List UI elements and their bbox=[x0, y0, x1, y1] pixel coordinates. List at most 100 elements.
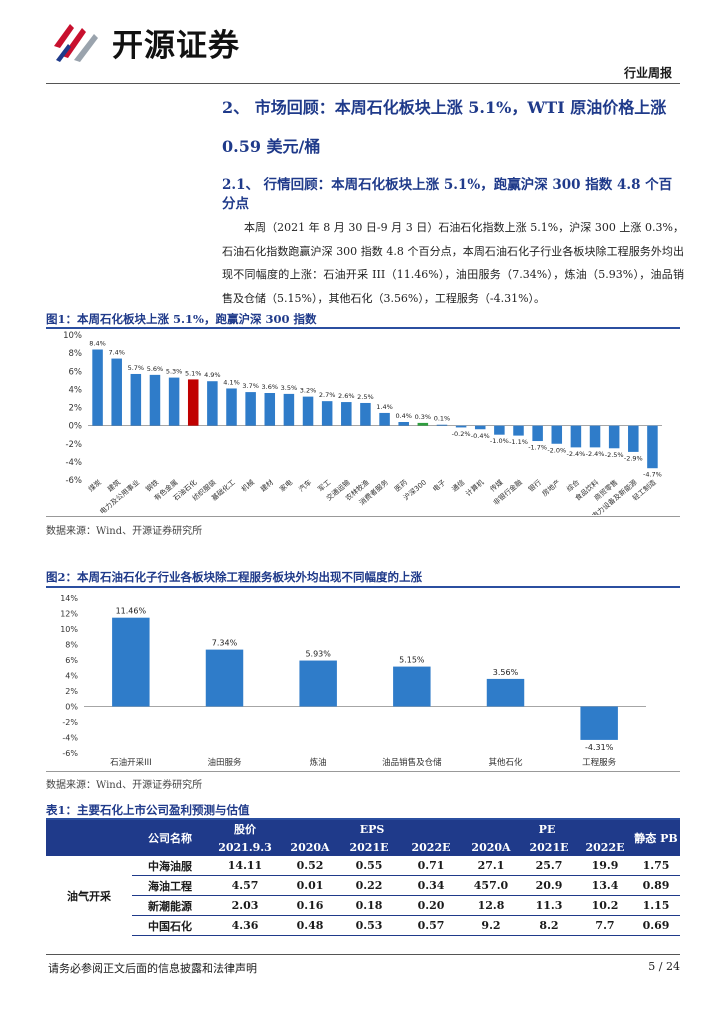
header-divider bbox=[46, 83, 680, 84]
bar bbox=[245, 392, 256, 426]
bar bbox=[393, 666, 431, 707]
y-tick-label: -4% bbox=[62, 734, 78, 743]
bar bbox=[149, 374, 161, 426]
data-label: 0.1% bbox=[434, 415, 451, 423]
bar bbox=[398, 422, 409, 426]
bar bbox=[486, 678, 525, 707]
data-label: 5.6% bbox=[147, 365, 164, 373]
bar bbox=[551, 425, 563, 444]
table-cell: 19.9 bbox=[578, 856, 632, 876]
bar bbox=[628, 425, 639, 452]
bar bbox=[474, 425, 486, 430]
bar bbox=[264, 393, 276, 426]
table-header-blank bbox=[46, 820, 132, 856]
data-label: 5.3% bbox=[166, 368, 183, 376]
table-cell: 0.34 bbox=[400, 875, 462, 896]
table-subheader: 2022E bbox=[400, 838, 462, 856]
table-header-company: 公司名称 bbox=[132, 820, 208, 856]
table-subheader: 2021E bbox=[520, 838, 578, 856]
bar bbox=[205, 649, 244, 707]
data-label: 3.5% bbox=[281, 384, 298, 392]
bar bbox=[130, 373, 142, 426]
category-label: 油品销售及仓储 bbox=[382, 757, 442, 768]
data-label: 4.9% bbox=[204, 371, 221, 379]
data-label: 5.93% bbox=[305, 650, 331, 659]
bar bbox=[187, 379, 199, 426]
table-cell: 0.16 bbox=[282, 895, 338, 916]
bar bbox=[570, 425, 582, 448]
data-label: 7.34% bbox=[212, 639, 238, 648]
data-label: 7.4% bbox=[108, 349, 125, 357]
category-label: 石油开采III bbox=[110, 757, 152, 768]
table-cell: 20.9 bbox=[520, 875, 578, 896]
page-number: 5 / 24 bbox=[648, 960, 680, 973]
table-cell: 4.36 bbox=[208, 915, 282, 936]
bar bbox=[455, 425, 467, 428]
table-cell: 9.2 bbox=[462, 915, 520, 936]
company-logo: 开源证券 bbox=[48, 16, 278, 68]
table-cell: 1.75 bbox=[632, 856, 680, 876]
table-cell: 0.53 bbox=[338, 915, 400, 936]
y-tick-label: 4% bbox=[69, 385, 83, 395]
data-label: -1.0% bbox=[490, 437, 509, 445]
bar bbox=[647, 425, 658, 469]
section-title-line2: 0.59 美元/桶 bbox=[222, 137, 321, 156]
table-cell: 0.52 bbox=[282, 856, 338, 876]
bar bbox=[168, 377, 180, 426]
y-tick-label: 10% bbox=[63, 331, 82, 341]
bar bbox=[92, 349, 103, 426]
table-cell: 14.11 bbox=[208, 856, 282, 876]
category-label: 煤炭 bbox=[86, 478, 103, 494]
data-label: 0.3% bbox=[415, 413, 432, 421]
table-subheader: 2022E bbox=[578, 838, 632, 856]
table-header-pe: PE bbox=[462, 820, 632, 838]
table-cell: 4.57 bbox=[208, 875, 282, 896]
table-subheader: 2020A bbox=[282, 838, 338, 856]
bar bbox=[513, 425, 524, 436]
y-tick-label: -2% bbox=[62, 718, 78, 727]
data-label: 1.4% bbox=[376, 403, 393, 411]
data-label: 2.5% bbox=[357, 393, 374, 401]
data-label: 3.6% bbox=[262, 383, 279, 391]
table-cell: 0.57 bbox=[400, 915, 462, 936]
table-subheader: 2021.9.3 bbox=[208, 838, 282, 856]
data-label: -2.9% bbox=[624, 454, 643, 462]
bar bbox=[299, 660, 337, 707]
data-label: -0.4% bbox=[471, 432, 490, 440]
data-label: 3.56% bbox=[493, 668, 519, 677]
category-label: 油田服务 bbox=[207, 757, 242, 768]
y-tick-label: 0% bbox=[69, 422, 83, 432]
table-cell: 457.0 bbox=[462, 875, 520, 896]
bar bbox=[436, 424, 448, 426]
category-label: 其他石化 bbox=[488, 757, 523, 768]
category-label: 建材 bbox=[259, 478, 276, 494]
data-label: -0.2% bbox=[452, 430, 471, 438]
table-cell: 8.2 bbox=[520, 915, 578, 936]
section-title-line1: 2、 市场回顾：本周石化板块上涨 5.1%，WTI 原油价格上涨 bbox=[222, 98, 667, 117]
table-cell: 0.20 bbox=[400, 895, 462, 916]
table-row: 新潮能源 2.03 0.16 0.18 0.20 12.8 11.3 10.2 … bbox=[46, 895, 680, 916]
logo-text: 开源证券 bbox=[112, 28, 240, 64]
y-tick-label: -6% bbox=[65, 476, 82, 486]
data-label: -2.4% bbox=[586, 450, 605, 458]
bar bbox=[608, 425, 620, 449]
table-cell: 2.03 bbox=[208, 895, 282, 916]
table-header-pb: 静态 PB bbox=[632, 820, 680, 856]
y-tick-label: 6% bbox=[65, 656, 78, 665]
table-row: 中国石化 4.36 0.48 0.53 0.57 9.2 8.2 7.7 0.6… bbox=[46, 915, 680, 936]
bar bbox=[321, 401, 333, 426]
figure1-chart: 10%8%6%4%2%0%-2%-4%-6%8.4%煤炭7.4%建筑5.7%电力… bbox=[63, 331, 662, 515]
data-label: 8.4% bbox=[89, 340, 106, 348]
table-row: 油气开采 中海油服 14.11 0.52 0.55 0.71 27.1 25.7… bbox=[46, 856, 680, 903]
bar bbox=[589, 425, 601, 448]
bar bbox=[532, 425, 543, 442]
y-tick-label: 14% bbox=[60, 594, 78, 603]
table-cell: 0.48 bbox=[282, 915, 338, 936]
bar bbox=[417, 422, 429, 426]
bar bbox=[341, 402, 352, 426]
table-cell: 海油工程 bbox=[132, 875, 208, 896]
figure1-top-rule bbox=[46, 327, 680, 329]
y-tick-label: 4% bbox=[65, 672, 78, 681]
table-header-price: 股价 bbox=[208, 820, 282, 838]
table-cell: 11.3 bbox=[520, 895, 578, 916]
